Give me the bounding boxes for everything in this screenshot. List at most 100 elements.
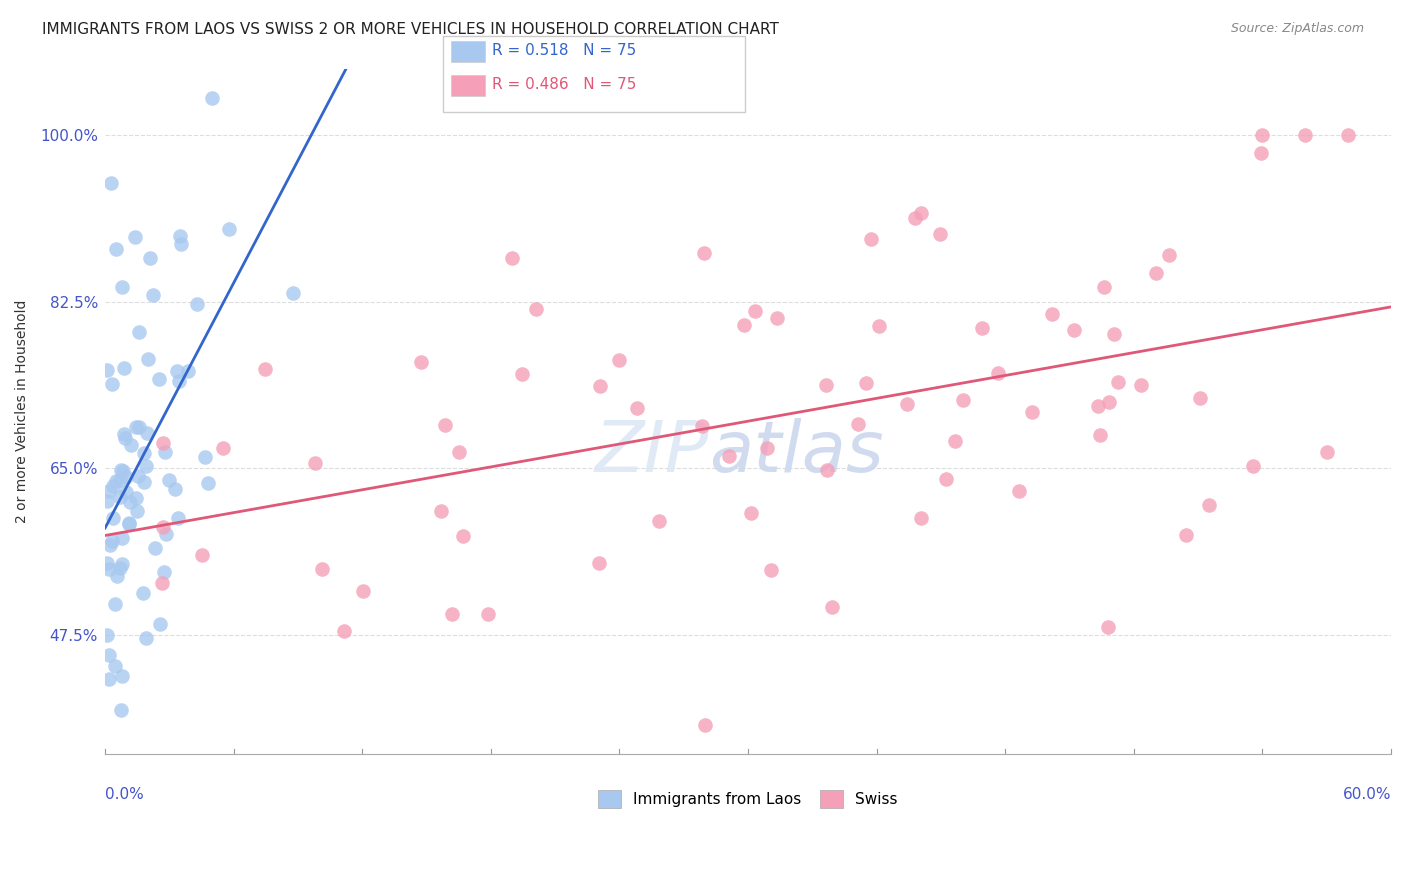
Point xyxy=(190,548,212,562)
Point xyxy=(120,438,142,452)
Point xyxy=(1040,307,1063,321)
Point xyxy=(150,575,173,590)
Point xyxy=(98,538,121,552)
Point xyxy=(910,510,932,524)
Point xyxy=(451,529,474,543)
Point xyxy=(110,473,132,487)
Point xyxy=(1157,248,1180,262)
Point xyxy=(97,648,120,662)
Point xyxy=(177,364,200,378)
Point xyxy=(218,222,240,236)
Point xyxy=(972,321,994,335)
Point xyxy=(115,485,138,500)
Point xyxy=(108,490,131,504)
Point xyxy=(128,420,150,434)
Point xyxy=(283,286,305,301)
Point xyxy=(929,227,952,242)
Point xyxy=(718,449,741,463)
Point xyxy=(1092,279,1115,293)
Point xyxy=(1021,404,1043,418)
Point xyxy=(755,441,778,455)
Point xyxy=(186,297,208,311)
Point xyxy=(143,541,166,555)
Point xyxy=(111,280,134,294)
Point xyxy=(690,418,713,433)
Point xyxy=(501,252,523,266)
Point xyxy=(1198,499,1220,513)
Point xyxy=(167,510,190,524)
Point xyxy=(212,441,235,455)
Point xyxy=(134,446,156,460)
Point xyxy=(821,599,844,614)
Point xyxy=(101,479,124,493)
Point xyxy=(1088,428,1111,442)
Point xyxy=(1087,400,1109,414)
Point xyxy=(647,514,669,528)
Point xyxy=(100,533,122,548)
Point xyxy=(1241,459,1264,474)
Point xyxy=(98,483,121,498)
Text: R = 0.486   N = 75: R = 0.486 N = 75 xyxy=(492,78,637,92)
Point xyxy=(1251,128,1274,142)
Point xyxy=(510,367,533,381)
Point xyxy=(96,628,118,642)
Point xyxy=(96,363,118,377)
Point xyxy=(139,251,162,265)
Point xyxy=(477,607,499,621)
Point xyxy=(332,624,354,638)
Point xyxy=(167,374,190,388)
Point xyxy=(1098,394,1121,409)
Point xyxy=(1316,444,1339,458)
Point xyxy=(447,445,470,459)
Point xyxy=(100,176,122,190)
Point xyxy=(152,436,174,450)
Point xyxy=(626,401,648,415)
Point xyxy=(904,211,927,226)
Point xyxy=(118,516,141,531)
Point xyxy=(152,520,174,534)
Point xyxy=(101,511,124,525)
Point xyxy=(1008,483,1031,498)
Point xyxy=(860,232,883,246)
Point xyxy=(128,325,150,339)
Point xyxy=(103,659,125,673)
Point xyxy=(125,420,148,434)
Point xyxy=(165,482,187,496)
Point xyxy=(304,457,326,471)
Point xyxy=(253,361,276,376)
Point xyxy=(311,561,333,575)
Point xyxy=(1250,146,1272,161)
Point xyxy=(98,672,121,686)
Point xyxy=(107,569,129,583)
Point xyxy=(225,50,247,64)
Point xyxy=(744,304,766,318)
Point xyxy=(104,242,127,256)
Point xyxy=(815,377,838,392)
Point xyxy=(846,417,869,432)
Point xyxy=(943,434,966,449)
Point xyxy=(155,444,177,458)
Text: atlas: atlas xyxy=(710,417,884,487)
Point xyxy=(111,531,134,545)
Point xyxy=(138,352,160,367)
Point xyxy=(589,379,612,393)
Point xyxy=(868,318,890,333)
Legend: Immigrants from Laos, Swiss: Immigrants from Laos, Swiss xyxy=(592,783,904,814)
Point xyxy=(98,562,121,576)
Point xyxy=(429,504,451,518)
Point xyxy=(96,556,118,570)
Point xyxy=(695,718,717,732)
Point xyxy=(153,566,176,580)
Point xyxy=(910,205,932,219)
Point xyxy=(127,469,149,483)
Y-axis label: 2 or more Vehicles in Household: 2 or more Vehicles in Household xyxy=(15,300,30,523)
Point xyxy=(118,516,141,531)
Point xyxy=(1337,128,1360,142)
Point xyxy=(132,586,155,600)
Point xyxy=(935,472,957,486)
Point xyxy=(135,631,157,645)
Point xyxy=(125,491,148,505)
Point xyxy=(112,427,135,442)
Text: 60.0%: 60.0% xyxy=(1343,787,1391,802)
Point xyxy=(170,236,193,251)
